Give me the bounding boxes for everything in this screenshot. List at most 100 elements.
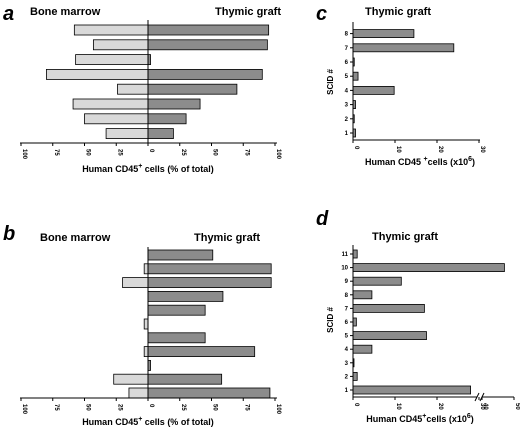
y-tick-label: 2 <box>345 374 349 380</box>
panel-a-x-label: Human CD45+ cells (% of total) <box>82 163 214 174</box>
y-tick-label: 6 <box>345 60 349 66</box>
y-tick-label: 7 <box>345 46 349 52</box>
bar-bone-marrow-11 <box>128 387 149 399</box>
x-tick-label: 20 <box>437 403 443 410</box>
y-tick-label: 11 <box>342 252 349 258</box>
bar-scid-8 <box>352 29 415 39</box>
y-tick-label: 9 <box>345 279 349 285</box>
bar-scid-4 <box>352 344 373 354</box>
panel-letter-a: a <box>3 3 14 25</box>
bar-scid-8 <box>352 290 373 300</box>
chart-panel-b: Bone marrow Thymic graft 100 75 50 25 0 25 50 7… <box>20 232 281 427</box>
x-tick-label: 50 <box>212 404 218 411</box>
bar-thymic-graft-3 <box>147 277 272 289</box>
y-tick-label: 5 <box>345 74 349 80</box>
x-tick-label: 75 <box>53 404 59 411</box>
panel-c-x-label: Human CD45 +cells (x106) <box>365 156 475 167</box>
bar-bone-marrow-6 <box>143 318 149 330</box>
x-tick-label: 10 <box>395 146 401 153</box>
bar-thymic-graft-2 <box>147 39 268 51</box>
bar-scid-7 <box>352 303 425 313</box>
x-tick-label: 30 <box>479 403 485 410</box>
x-tick-label: 25 <box>180 149 186 156</box>
bar-thymic-graft-7 <box>147 332 206 344</box>
bar-bone-marrow-7 <box>84 113 149 125</box>
bar-scid-4 <box>352 86 395 95</box>
bar-bone-marrow-8 <box>143 346 149 358</box>
bar-bone-marrow-3 <box>75 54 149 65</box>
y-tick-label: 5 <box>345 334 349 340</box>
y-tick-label: 4 <box>345 88 349 94</box>
bar-scid-5 <box>352 331 427 341</box>
panel-d-title: Thymic graft <box>372 231 438 243</box>
panel-c-title: Thymic graft <box>365 6 431 18</box>
y-tick-label: 4 <box>345 347 349 353</box>
panel-b-left-title: Bone marrow <box>40 232 111 244</box>
bar-thymic-graft-1 <box>147 24 270 36</box>
y-tick-label: 3 <box>345 361 349 367</box>
x-tick-label: 100 <box>21 404 27 415</box>
x-tick-label: 25 <box>180 404 186 411</box>
bar-thymic-graft-2 <box>147 263 272 275</box>
bar-bone-marrow-2 <box>92 39 149 51</box>
bar-thymic-graft-4 <box>147 69 263 80</box>
y-tick-label: 10 <box>341 266 348 272</box>
chart-panel-a: Bone marrow Thymic graft 100 75 50 25 0 25 50 7… <box>20 6 281 174</box>
bar-thymic-graft-7 <box>147 113 187 125</box>
bar-scid-2 <box>352 371 358 381</box>
x-tick-label: 75 <box>53 149 59 156</box>
bar-thymic-graft-8 <box>147 346 256 358</box>
bar-scid-5 <box>352 71 359 81</box>
bar-bone-marrow-5 <box>117 83 149 95</box>
x-tick-label: 50 <box>85 149 91 156</box>
x-tick-label: 0 <box>353 403 359 407</box>
bar-scid-6 <box>352 317 357 327</box>
panel-letter-b: b <box>3 223 15 245</box>
x-tick-label: 100 <box>21 149 27 160</box>
bar-bone-marrow-4 <box>46 69 149 80</box>
panel-a-right-title: Thymic graft <box>215 6 281 18</box>
y-tick-label: 8 <box>345 32 349 38</box>
y-tick-label: 3 <box>345 103 349 109</box>
x-tick-label: 50 <box>85 404 91 411</box>
bar-thymic-graft-1 <box>147 249 214 261</box>
x-tick-label: 50 <box>514 403 520 410</box>
bar-bone-marrow-8 <box>105 128 149 140</box>
bar-scid-1 <box>352 385 471 395</box>
x-tick-label: 10 <box>395 403 401 410</box>
x-tick-label: 75 <box>243 149 249 156</box>
panel-d-y-label: SCID # <box>326 307 335 333</box>
bar-scid-11 <box>352 249 358 259</box>
x-tick-label: 20 <box>437 146 443 153</box>
panel-a-left-title: Bone marrow <box>30 6 101 18</box>
bar-bone-marrow-10 <box>113 373 149 385</box>
x-tick-label: 25 <box>116 404 122 411</box>
x-tick-label: 0 <box>148 149 154 153</box>
bar-thymic-graft-11 <box>147 387 271 399</box>
panel-b-right-title: Thymic graft <box>194 232 260 244</box>
panel-c-y-label: SCID # <box>326 69 335 95</box>
bar-scid-7 <box>352 43 455 53</box>
bar-scid-9 <box>352 276 402 286</box>
x-tick-label: 0 <box>148 404 154 408</box>
bar-thymic-graft-8 <box>147 128 174 140</box>
x-tick-label: 30 <box>479 146 485 153</box>
x-tick-label: 40 <box>482 403 488 410</box>
x-tick-label: 100 <box>275 149 281 160</box>
bar-bone-marrow-1 <box>73 24 149 36</box>
bar-bone-marrow-6 <box>72 98 149 110</box>
x-tick-label: 75 <box>243 404 249 411</box>
bar-thymic-graft-4 <box>147 290 224 302</box>
chart-panel-c: Thymic graft 1 2 3 4 5 6 7 8 0 10 20 30 SCID # Huma… <box>326 6 485 167</box>
y-tick-label: 8 <box>345 293 349 299</box>
y-tick-label: 1 <box>345 388 349 394</box>
bar-bone-marrow-2 <box>143 263 149 275</box>
bar-thymic-graft-5 <box>147 83 238 95</box>
panel-d-x-label: Human CD45+cells (x106) <box>366 413 474 424</box>
panel-letter-c: c <box>316 3 327 25</box>
x-tick-label: 0 <box>353 146 359 150</box>
x-tick-label: 100 <box>275 404 281 415</box>
bar-thymic-graft-6 <box>147 98 201 110</box>
